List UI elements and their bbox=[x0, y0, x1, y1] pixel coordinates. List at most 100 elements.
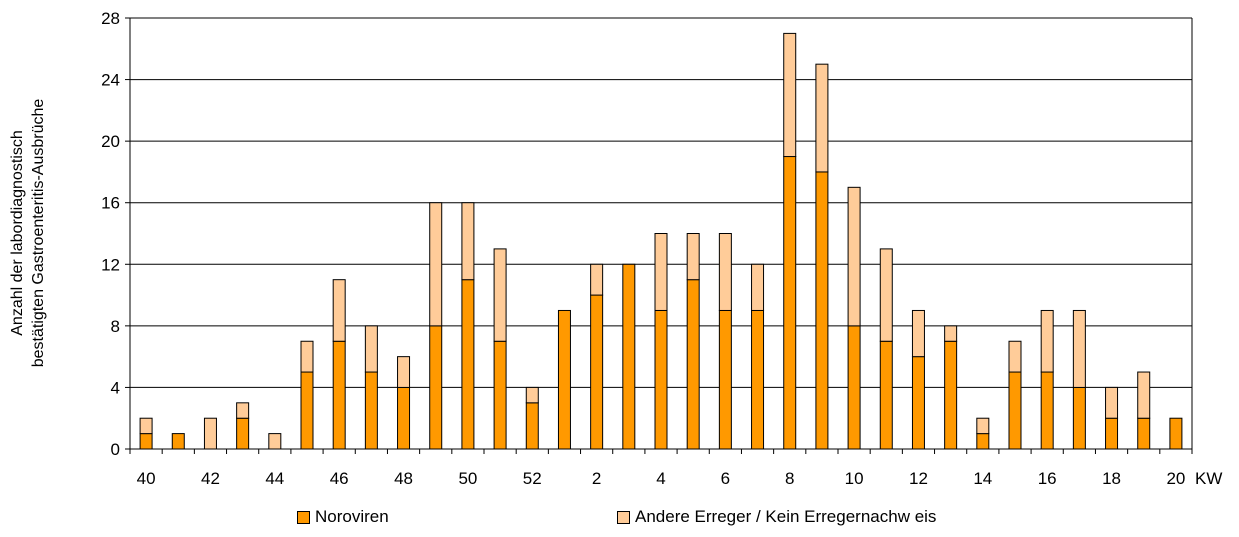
bar-andere-erreger bbox=[1008, 340, 1022, 373]
y-axis-label: Anzahl der labordiagnostisch bestätigten… bbox=[9, 99, 47, 368]
y-tick-label: 8 bbox=[111, 317, 120, 336]
x-tick-label: 44 bbox=[265, 469, 284, 488]
bars bbox=[139, 32, 1183, 450]
bar-noroviren bbox=[1105, 417, 1119, 450]
bar-andere-erreger bbox=[686, 233, 700, 281]
x-tick-label: 2 bbox=[592, 469, 601, 488]
y-axis-label-line-2: bestätigten Gastroenteritis-Ausbrüche bbox=[30, 99, 47, 368]
legend-swatch-noroviren bbox=[297, 510, 310, 524]
y-tick-label: 20 bbox=[101, 132, 120, 151]
x-tick-label: 16 bbox=[1038, 469, 1057, 488]
y-tick-labels: 0 4 8 12 16 20 24 28 bbox=[101, 9, 120, 459]
bar-noroviren bbox=[847, 325, 861, 450]
axes bbox=[125, 17, 1193, 454]
bar-andere-erreger bbox=[397, 356, 411, 388]
bar-noroviren bbox=[1169, 417, 1183, 450]
bar-noroviren bbox=[911, 356, 925, 450]
bar-noroviren bbox=[1008, 371, 1022, 450]
bar-noroviren bbox=[751, 309, 765, 450]
x-tick-label: 14 bbox=[973, 469, 992, 488]
bar-noroviren bbox=[332, 340, 346, 450]
y-axis-label-line-1: Anzahl der labordiagnostisch bbox=[9, 130, 26, 335]
bar-andere-erreger bbox=[203, 417, 217, 450]
bar-noroviren bbox=[236, 417, 250, 450]
bar-andere-erreger bbox=[783, 32, 797, 158]
bar-noroviren bbox=[944, 340, 958, 450]
y-tick-label: 0 bbox=[111, 440, 120, 459]
bar-andere-erreger bbox=[911, 309, 925, 358]
bar-noroviren bbox=[783, 156, 797, 450]
bar-noroviren bbox=[525, 402, 539, 450]
x-tick-label: 52 bbox=[523, 469, 542, 488]
bar-noroviren bbox=[590, 294, 604, 450]
y-tick-label: 24 bbox=[101, 71, 120, 90]
x-tick-label: 6 bbox=[721, 469, 730, 488]
legend-swatch-andere-erreger bbox=[617, 510, 630, 524]
x-tick-label: 18 bbox=[1102, 469, 1121, 488]
bar-andere-erreger bbox=[1072, 309, 1086, 388]
x-tick-label: 50 bbox=[458, 469, 477, 488]
x-tick-label: 8 bbox=[785, 469, 794, 488]
x-tick-label: 48 bbox=[394, 469, 413, 488]
bar-noroviren bbox=[622, 263, 636, 450]
bar-noroviren bbox=[300, 371, 314, 450]
legend-item-noroviren: Noroviren bbox=[297, 507, 389, 527]
y-tick-label: 28 bbox=[101, 9, 120, 28]
bar-noroviren bbox=[461, 279, 475, 450]
bar-noroviren bbox=[493, 340, 507, 450]
legend-label-noroviren: Noroviren bbox=[315, 507, 389, 526]
x-tick-label: 42 bbox=[201, 469, 220, 488]
bar-andere-erreger bbox=[847, 186, 861, 327]
bar-andere-erreger bbox=[590, 263, 604, 296]
bar-andere-erreger bbox=[300, 340, 314, 373]
x-tick-label: 12 bbox=[909, 469, 928, 488]
bar-noroviren bbox=[171, 433, 185, 450]
bar-andere-erreger bbox=[1137, 371, 1151, 419]
bar-andere-erreger bbox=[236, 402, 250, 419]
bar-andere-erreger bbox=[976, 417, 990, 435]
legend-label-andere-erreger: Andere Erreger / Kein Erregernachw eis bbox=[635, 507, 937, 526]
x-tick-label: 40 bbox=[137, 469, 156, 488]
bar-andere-erreger bbox=[654, 233, 668, 311]
y-tick-label: 4 bbox=[111, 378, 120, 397]
bar-noroviren bbox=[364, 371, 378, 450]
bar-andere-erreger bbox=[815, 63, 829, 173]
legend-item-andere-erreger: Andere Erreger / Kein Erregernachw eis bbox=[617, 507, 936, 527]
bar-andere-erreger bbox=[718, 233, 732, 311]
y-tick-label: 16 bbox=[101, 194, 120, 213]
bar-andere-erreger bbox=[461, 202, 475, 281]
bar-noroviren bbox=[1137, 417, 1151, 450]
bar-andere-erreger bbox=[268, 433, 282, 450]
bar-noroviren bbox=[139, 433, 153, 450]
bar-noroviren bbox=[429, 325, 443, 450]
bar-andere-erreger bbox=[944, 325, 958, 342]
bar-andere-erreger bbox=[493, 248, 507, 342]
x-tick-label: 10 bbox=[845, 469, 864, 488]
bar-andere-erreger bbox=[1040, 309, 1054, 373]
bar-noroviren bbox=[879, 340, 893, 450]
y-tick-label: 12 bbox=[101, 255, 120, 274]
x-tick-label: 4 bbox=[656, 469, 665, 488]
x-tick-labels: 40 42 44 46 48 50 52 2 4 6 8 10 12 14 16 18 20 bbox=[137, 469, 1186, 488]
bar-noroviren bbox=[654, 309, 668, 450]
bar-andere-erreger bbox=[429, 202, 443, 327]
bar-andere-erreger bbox=[332, 279, 346, 342]
bar-andere-erreger bbox=[139, 417, 153, 435]
x-axis-label: KW bbox=[1195, 469, 1222, 488]
bar-andere-erreger bbox=[364, 325, 378, 373]
bar-noroviren bbox=[1040, 371, 1054, 450]
bar-andere-erreger bbox=[1105, 386, 1119, 419]
bar-noroviren bbox=[557, 309, 571, 450]
x-tick-label: 46 bbox=[330, 469, 349, 488]
bar-andere-erreger bbox=[879, 248, 893, 342]
bar-andere-erreger bbox=[751, 263, 765, 311]
x-tick-label: 20 bbox=[1166, 469, 1185, 488]
bar-noroviren bbox=[976, 433, 990, 450]
bar-noroviren bbox=[686, 279, 700, 450]
bar-noroviren bbox=[1072, 386, 1086, 450]
bar-andere-erreger bbox=[525, 386, 539, 404]
bar-noroviren bbox=[718, 309, 732, 450]
bar-noroviren bbox=[815, 171, 829, 450]
